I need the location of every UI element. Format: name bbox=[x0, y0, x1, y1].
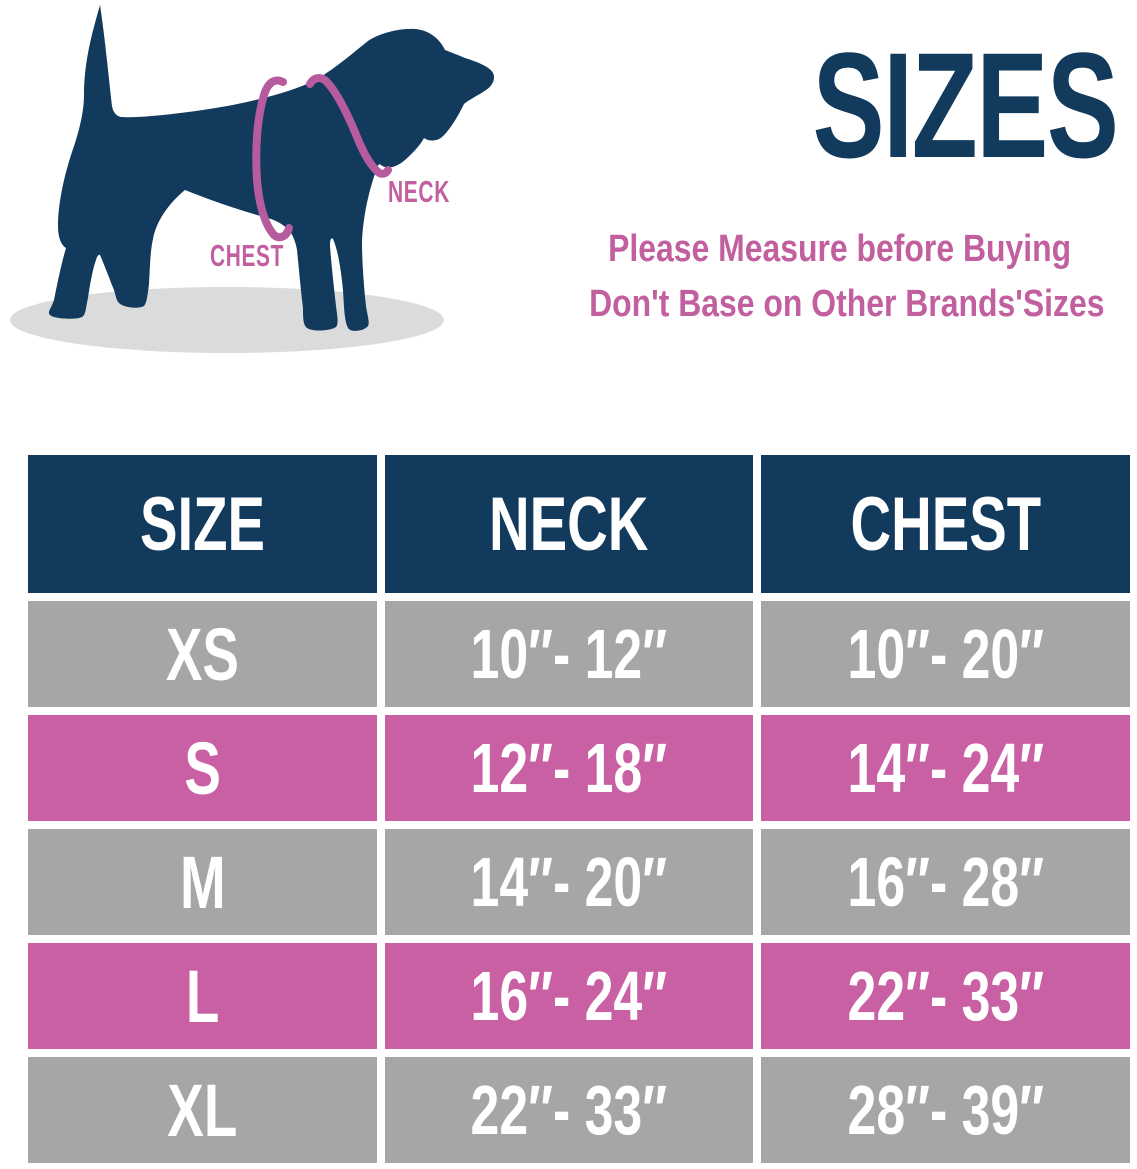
cell-l-neck: 16″- 24″ bbox=[385, 943, 753, 1049]
cell-l-size: L bbox=[28, 943, 377, 1049]
cell-s-size: S bbox=[28, 715, 377, 821]
xs-size-value: XS bbox=[165, 612, 240, 696]
s-neck-value: 12″- 18″ bbox=[470, 729, 668, 807]
header-cell-size: SIZE bbox=[28, 455, 377, 593]
m-neck-value: 14″- 20″ bbox=[470, 843, 668, 921]
l-size-value: L bbox=[185, 954, 220, 1038]
cell-m-chest: 16″- 28″ bbox=[761, 829, 1130, 935]
dog-measurement-diagram: NECK CHEST bbox=[10, 5, 495, 353]
cell-xl-size: XL bbox=[28, 1057, 377, 1163]
subtitle-line-2: Don't Base on Other Brands'Sizes bbox=[589, 283, 1105, 326]
chest-label: CHEST bbox=[210, 238, 284, 273]
size-table: SIZE NECK CHEST XS 10″- 12″ 10″- 20″ S 1… bbox=[28, 455, 1130, 1163]
cell-m-neck: 14″- 20″ bbox=[385, 829, 753, 935]
neck-label: NECK bbox=[388, 174, 450, 209]
l-chest-value: 22″- 33″ bbox=[847, 957, 1044, 1035]
cell-m-size: M bbox=[28, 829, 377, 935]
cell-s-neck: 12″- 18″ bbox=[385, 715, 753, 821]
xl-neck-value: 22″- 33″ bbox=[470, 1071, 668, 1149]
s-size-value: S bbox=[184, 726, 221, 810]
header-cell-neck: NECK bbox=[385, 455, 753, 593]
dog-silhouette bbox=[48, 5, 495, 331]
cell-xs-neck: 10″- 12″ bbox=[385, 601, 753, 707]
xs-chest-value: 10″- 20″ bbox=[847, 615, 1044, 693]
xs-neck-value: 10″- 12″ bbox=[470, 615, 668, 693]
xl-chest-value: 28″- 39″ bbox=[847, 1071, 1044, 1149]
m-chest-value: 16″- 28″ bbox=[847, 843, 1044, 921]
cell-xl-chest: 28″- 39″ bbox=[761, 1057, 1130, 1163]
header-cell-chest: CHEST bbox=[761, 455, 1130, 593]
l-neck-value: 16″- 24″ bbox=[470, 957, 668, 1035]
cell-s-chest: 14″- 24″ bbox=[761, 715, 1130, 821]
header-neck-label: NECK bbox=[489, 481, 649, 567]
header-size-label: SIZE bbox=[139, 481, 265, 567]
subtitle: Please Measure before Buying Don't Base … bbox=[540, 222, 1137, 332]
cell-xs-chest: 10″- 20″ bbox=[761, 601, 1130, 707]
subtitle-line-1: Please Measure before Buying bbox=[608, 228, 1072, 270]
chest-strap-line bbox=[252, 76, 293, 242]
xl-size-value: XL bbox=[167, 1068, 238, 1152]
neck-strap-line bbox=[306, 74, 392, 178]
s-chest-value: 14″- 24″ bbox=[847, 729, 1044, 807]
header-chest-label: CHEST bbox=[850, 481, 1041, 567]
cell-l-chest: 22″- 33″ bbox=[761, 943, 1130, 1049]
page-title: SIZES bbox=[812, 21, 1118, 189]
m-size-value: M bbox=[179, 840, 226, 924]
cell-xs-size: XS bbox=[28, 601, 377, 707]
cell-xl-neck: 22″- 33″ bbox=[385, 1057, 753, 1163]
